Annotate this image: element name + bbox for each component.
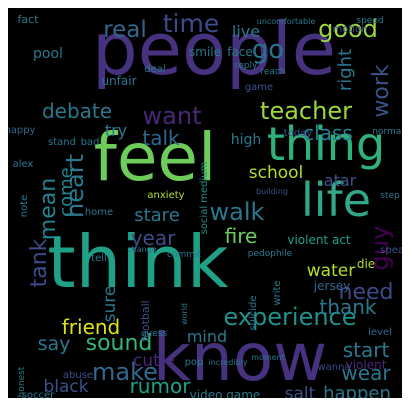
word-building: building [256,187,288,196]
word-talk: talk [142,126,180,150]
word-face: face [227,45,253,59]
word-experience: experience [223,303,356,331]
word-make: make [92,358,158,386]
word-friend: friend [62,315,121,339]
word-social-medium: social medium [199,162,210,235]
word-honest: honest [17,366,27,397]
word-reach: reach [260,67,285,77]
word-time: time [163,9,219,38]
wordcloud-background [8,8,402,398]
word-fire: fire [225,224,258,248]
word-water: water [307,261,355,281]
word-stare: stare [134,205,180,226]
word-need: need [339,280,394,305]
word-anxiety: anxiety [147,190,184,201]
word-reply: reply [235,61,258,71]
word-walk: walk [210,198,265,226]
word-alex: alex [13,159,34,170]
word-people: people [92,8,336,91]
word-pop: pop [185,357,204,368]
word-high: high [231,132,262,148]
word-violent-act: violent act [287,233,351,247]
word-try: try [105,121,127,140]
word-incredibly: incredibly [208,358,247,367]
wordcloud-canvas: people feel think know thing life time real good… [8,8,402,398]
word-rumor: rumor [130,374,192,398]
word-atar: atar [324,171,357,190]
word-teacher: teacher [260,97,352,125]
word-deal: deal [144,64,165,75]
word-debate: debate [42,99,112,123]
word-heart: heart [61,154,89,218]
word-jersey: jersey [313,279,350,293]
word-tank: tank [27,238,52,287]
word-speed: speed [356,16,383,26]
word-black: black [43,377,88,397]
word-life: life [301,173,371,227]
word-die: die [357,257,375,271]
word-say: say [38,333,71,355]
word-world: world [180,303,189,325]
word-know: know [153,319,327,396]
word-unfair: unfair [101,74,136,88]
word-happy: happy [8,125,36,136]
word-sound: sound [86,331,153,356]
word-stand: stand [48,137,76,148]
word-guess: guess [141,329,168,339]
word-today: today [284,128,313,139]
word-speak: speak [380,245,402,256]
word-game: game [245,82,273,93]
word-violent: violent [346,358,387,372]
word-tell: tell [91,253,107,264]
word-video-game: video game [190,388,261,398]
word-soccer: soccer [22,390,55,398]
word-mind: mind [187,327,227,346]
word-thing: thing [267,117,385,171]
word-live: live [232,22,260,41]
word-uncomfortable: uncomfortable [257,17,316,26]
word-year: year [131,226,176,250]
word-abuse: abuse [63,370,93,381]
word-class: class [303,121,353,145]
word-work: work [369,64,394,117]
word-cutie: cutie [133,351,175,371]
word-come: come [56,167,77,217]
word-real: real [103,17,147,43]
word-write: write [272,280,283,305]
word-step: step [380,191,400,201]
word-smile: smile [189,45,221,59]
word-note: note [19,195,30,218]
word-motion: motion [332,24,367,35]
word-thank: thank [319,295,376,319]
word-change: change [127,245,157,254]
word-normal: normal [372,127,402,137]
word-go: go [252,35,284,65]
word-sure: sure [100,286,120,323]
word-bad: bad [81,137,100,148]
word-level: level [368,327,392,338]
word-school: school [249,163,304,183]
word-wear: wear [341,361,391,385]
word-think: think [47,220,229,304]
word-commit: commit [167,250,201,260]
word-football: football [139,300,152,341]
word-moment: moment [251,353,285,362]
word-good: good [318,15,378,43]
word-suicide: suicide [248,295,259,330]
word-salt: salt [285,384,316,398]
word-want: want [143,102,202,130]
word-home: home [85,207,113,218]
word-pedophile: pedophile [248,249,293,259]
word-feel: feel [94,119,217,196]
word-start: start [343,338,390,362]
word-fact: fact [18,13,40,26]
word-right: right [335,49,356,91]
word-guy: guy [366,226,394,271]
word-pool: pool [33,46,63,62]
word-mean: mean [36,178,61,240]
word-wanna: wanna [317,362,350,373]
word-happen: happen [323,383,391,398]
